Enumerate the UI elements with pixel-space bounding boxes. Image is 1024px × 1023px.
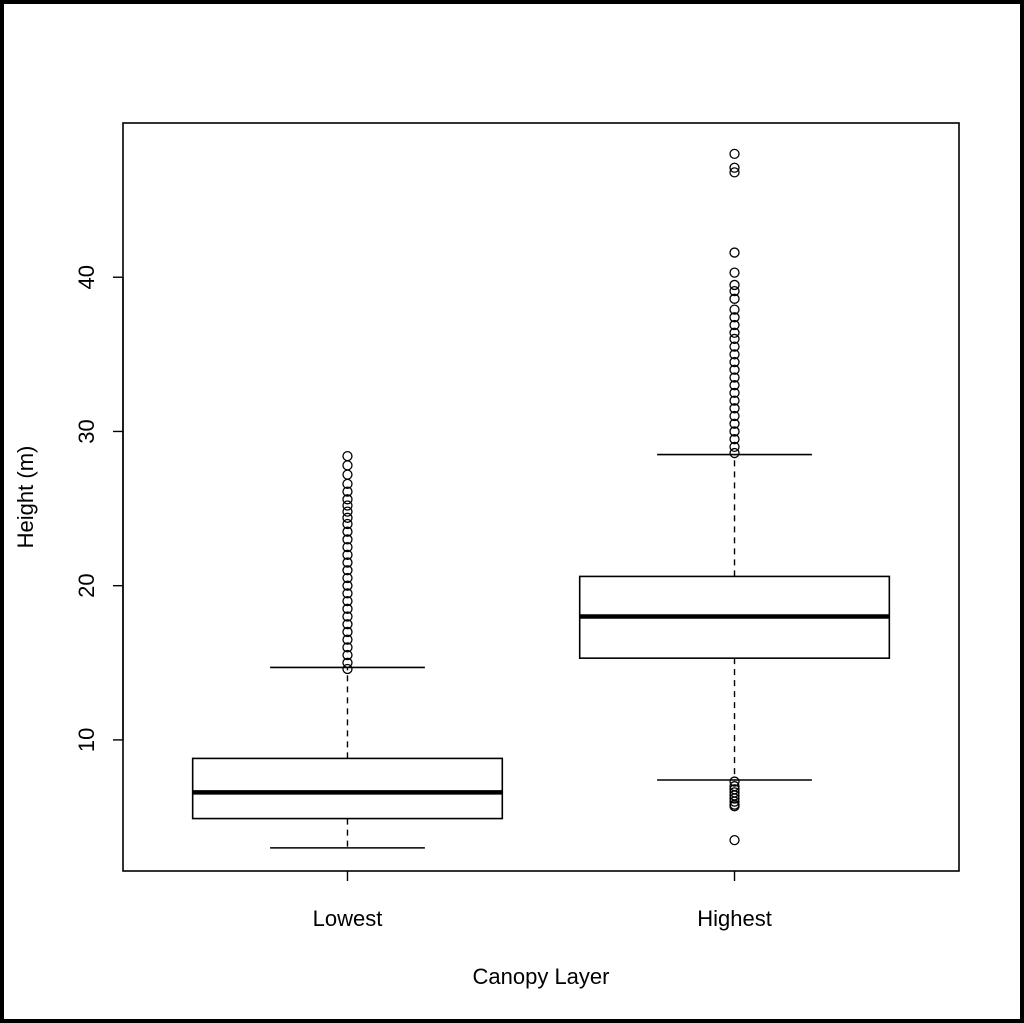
outlier-point: [342, 518, 353, 530]
outlier-point: [342, 494, 353, 505]
outlier-point: [729, 304, 740, 315]
box-group-highest: [578, 148, 891, 846]
iqr-box: [191, 757, 504, 820]
outlier-point: [342, 663, 353, 675]
outlier-point: [342, 595, 353, 607]
outlier-point: [729, 395, 740, 406]
outlier-point: [342, 572, 353, 584]
outlier-point: [342, 469, 353, 480]
x-tick-label: Highest: [697, 906, 772, 931]
outlier-point: [729, 776, 740, 787]
outlier-point: [342, 557, 353, 568]
outlier-point: [342, 500, 353, 511]
outlier-point: [729, 247, 740, 258]
outlier-point: [729, 148, 740, 159]
x-axis-label: Canopy Layer: [473, 964, 610, 989]
y-tick-label: 10: [74, 728, 99, 752]
outlier-point: [342, 506, 353, 517]
x-tick-label: Lowest: [313, 906, 383, 931]
outlier-point: [729, 327, 740, 338]
outlier-point: [342, 526, 353, 537]
outlier-point: [342, 649, 353, 661]
outlier-point: [729, 319, 740, 331]
outlier-point: [729, 349, 740, 360]
y-axis-label: Height (m): [13, 446, 38, 549]
y-tick-label: 20: [74, 573, 99, 597]
outlier-point: [729, 293, 740, 304]
outlier-point: [342, 549, 353, 560]
outlier-point: [729, 279, 740, 291]
outlier-point: [729, 447, 740, 459]
outlier-point: [729, 418, 740, 429]
outlier-point: [729, 267, 740, 278]
outlier-point: [342, 580, 353, 591]
chart-marks: [191, 148, 891, 849]
outlier-point: [342, 603, 353, 614]
outlier-point: [729, 793, 740, 804]
outlier-point: [342, 634, 353, 645]
outlier-point: [342, 541, 353, 553]
outlier-point: [729, 835, 740, 846]
outlier-point: [342, 460, 353, 471]
y-tick-label: 40: [74, 265, 99, 289]
outlier-point: [729, 441, 740, 453]
outlier-point: [729, 387, 740, 399]
outlier-point: [729, 333, 740, 345]
outlier-point: [342, 657, 353, 668]
outlier-point: [729, 403, 740, 414]
outlier-point: [729, 410, 740, 422]
outlier-point: [729, 796, 740, 807]
y-axis: 10 20 30 40: [74, 265, 124, 752]
outlier-point: [342, 619, 353, 630]
outlier-point: [729, 167, 740, 178]
outlier-point: [729, 372, 740, 383]
outlier-point: [342, 565, 353, 576]
outlier-point: [342, 626, 353, 638]
outlier-point: [342, 450, 353, 462]
x-axis: Lowest Highest: [313, 871, 772, 931]
outlier-point: [729, 380, 740, 391]
outlier-point: [342, 642, 353, 653]
box-group-lowest: [191, 450, 504, 849]
outlier-point: [729, 364, 740, 375]
outlier-point: [729, 341, 740, 352]
outlier-point: [729, 426, 740, 437]
outlier-point: [342, 611, 353, 622]
outlier-point: [342, 588, 353, 599]
outlier-point: [729, 312, 740, 323]
outlier-point: [729, 162, 740, 173]
outlier-point: [342, 512, 353, 523]
outlier-point: [729, 285, 740, 297]
outlier-point: [729, 356, 740, 368]
outlier-point: [729, 434, 740, 445]
outlier-point: [342, 486, 353, 497]
y-tick-label: 30: [74, 419, 99, 443]
outlier-point: [342, 534, 353, 545]
outlier-point: [729, 801, 740, 812]
